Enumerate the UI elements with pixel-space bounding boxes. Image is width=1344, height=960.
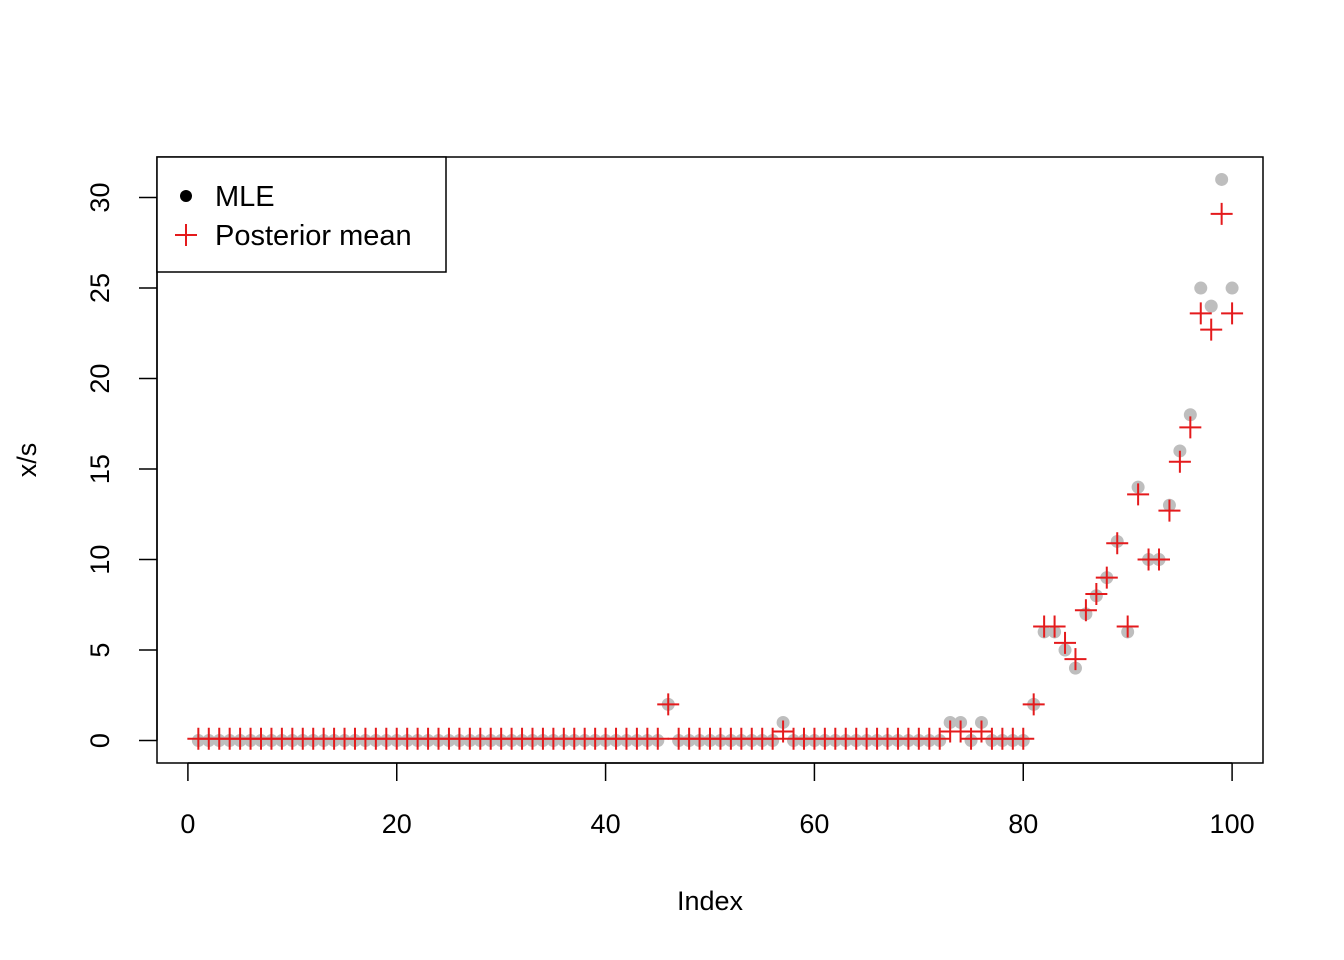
y-tick-label: 10 — [85, 545, 115, 575]
legend-mle-label: MLE — [215, 181, 275, 213]
y-tick-label: 0 — [85, 733, 115, 748]
y-axis: 0 5 10 15 20 25 30 — [85, 183, 158, 748]
x-tick-label: 40 — [591, 809, 621, 839]
y-axis-label: x/s — [12, 443, 42, 478]
posterior-mean-point — [1085, 582, 1108, 605]
posterior-mean-point — [1043, 615, 1066, 638]
posterior-mean-point — [1054, 631, 1077, 654]
posterior-mean-point — [1200, 318, 1223, 341]
posterior-mean-point — [1210, 202, 1233, 225]
x-tick-label: 80 — [1008, 809, 1038, 839]
mle-point — [1225, 281, 1239, 295]
x-tick-label: 0 — [180, 809, 195, 839]
posterior-mean-point — [1158, 499, 1181, 522]
posterior-mean-point — [1095, 566, 1118, 589]
x-tick-label: 60 — [799, 809, 829, 839]
legend: MLE Posterior mean — [156, 156, 447, 273]
y-tick-label: 30 — [85, 183, 115, 213]
posterior-mean-point — [1012, 727, 1035, 750]
posterior-mean-point — [1179, 416, 1202, 439]
posterior-mean-point — [1064, 648, 1087, 671]
posterior-mean-point — [1221, 302, 1244, 325]
posterior-mean-point — [1168, 450, 1191, 473]
mle-point — [1215, 172, 1229, 186]
posterior-mean-point — [1074, 599, 1097, 622]
mle-point — [1194, 281, 1208, 295]
legend-posterior-marker — [175, 224, 197, 246]
posterior-mean-point — [1148, 548, 1170, 571]
posterior-mean-point — [657, 693, 680, 716]
posterior-mean-point — [1116, 615, 1139, 638]
x-tick-label: 20 — [382, 809, 412, 839]
posterior-mean-point — [646, 727, 669, 750]
y-tick-label: 5 — [85, 643, 115, 658]
posterior-mean-point — [1022, 693, 1045, 716]
posterior-mean-point — [1189, 302, 1212, 325]
y-tick-label: 20 — [85, 364, 115, 394]
x-tick-label: 100 — [1210, 809, 1255, 839]
legend-posterior-label: Posterior mean — [215, 220, 412, 252]
mle-point — [1183, 408, 1197, 422]
mle-point — [1204, 299, 1218, 313]
posterior-mean-points — [187, 202, 1244, 750]
posterior-mean-point — [1127, 483, 1150, 506]
legend-mle-marker — [180, 190, 192, 202]
y-tick-label: 15 — [85, 454, 115, 484]
x-axis-label: Index — [677, 886, 744, 916]
legend-box — [156, 156, 447, 273]
y-tick-label: 25 — [85, 273, 115, 303]
posterior-mean-point — [1106, 532, 1129, 555]
x-axis: 0 20 40 60 80 100 — [180, 762, 1255, 839]
